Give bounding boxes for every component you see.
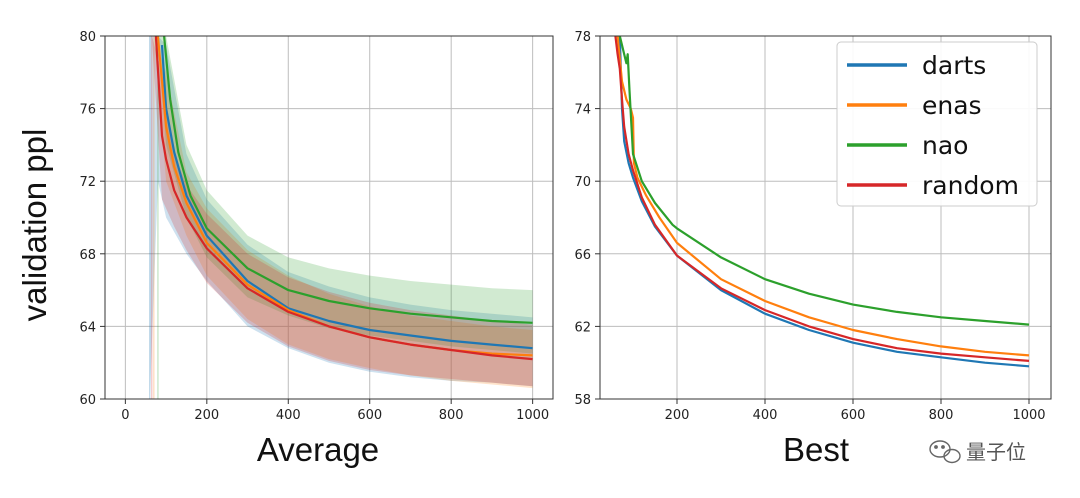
y-axis-label: validation ppl (16, 129, 53, 322)
best-x-tick-label: 800 (929, 408, 954, 423)
average-band-darts (149, 36, 533, 399)
average-y-tick-label: 72 (79, 175, 96, 190)
best-x-tick-label: 1000 (1012, 408, 1045, 423)
average-x-tick-label: 400 (276, 408, 301, 423)
best-y-tick-label: 74 (574, 103, 591, 118)
average-line-darts (160, 45, 533, 350)
average-ticks: 0 200 400 600 800 1000 60 64 68 72 76 80 (79, 30, 549, 423)
best-x-tick-label: 400 (753, 408, 778, 423)
legend-label-enas: enas (922, 91, 982, 120)
average-y-tick-label: 80 (79, 30, 96, 45)
average-y-tick-label: 64 (79, 320, 96, 335)
average-x-axis-label: Average (257, 431, 379, 468)
best-x-axis-label: Best (783, 431, 849, 468)
legend-box (836, 41, 1038, 207)
average-y-tick-label: 68 (79, 248, 96, 263)
average-line-nao (163, 36, 533, 324)
average-band-nao (157, 36, 533, 354)
average-x-tick-label: 200 (194, 408, 219, 423)
best-plot-frame (599, 35, 1052, 400)
legend-label-random: random (922, 171, 1019, 200)
best-y-tick-label: 62 (574, 320, 591, 335)
best-y-tick-label: 58 (574, 393, 591, 408)
best-y-tick-label: 70 (574, 175, 591, 190)
average-x-tick-label: 600 (357, 408, 382, 423)
best-line-random (614, 36, 1030, 362)
watermark-text: 量子位 (966, 440, 1026, 464)
average-panel: 0 200 400 600 800 1000 60 64 68 72 76 80 Average va… (16, 30, 554, 468)
legend-label-nao: nao (922, 131, 968, 160)
average-x-tick-label: 0 (121, 408, 129, 423)
average-band-enas (153, 36, 533, 389)
legend: darts enas nao random (836, 41, 1038, 207)
best-y-tick-label: 66 (574, 248, 591, 263)
wechat-icon (929, 440, 961, 464)
best-line-nao (618, 36, 1030, 326)
average-y-tick-label: 60 (79, 393, 96, 408)
average-band-random (151, 36, 533, 387)
best-x-tick-label: 600 (841, 408, 866, 423)
watermark: 量子位 (929, 440, 1026, 464)
best-panel: 200 400 600 800 1000 58 62 66 70 74 78 Best (574, 30, 1052, 468)
average-x-tick-label: 800 (439, 408, 464, 423)
average-plot-frame (104, 35, 554, 400)
best-x-tick-label: 200 (665, 408, 690, 423)
best-y-tick-label: 78 (574, 30, 591, 45)
average-line-random (154, 36, 533, 361)
legend-label-darts: darts (922, 51, 986, 80)
average-series-lines (154, 36, 533, 361)
best-series-lines (614, 36, 1030, 368)
best-ticks: 200 400 600 800 1000 58 62 66 70 74 78 (574, 30, 1045, 423)
average-y-tick-label: 76 (79, 103, 96, 118)
average-confidence-bands (149, 36, 533, 399)
average-x-tick-label: 1000 (516, 408, 549, 423)
